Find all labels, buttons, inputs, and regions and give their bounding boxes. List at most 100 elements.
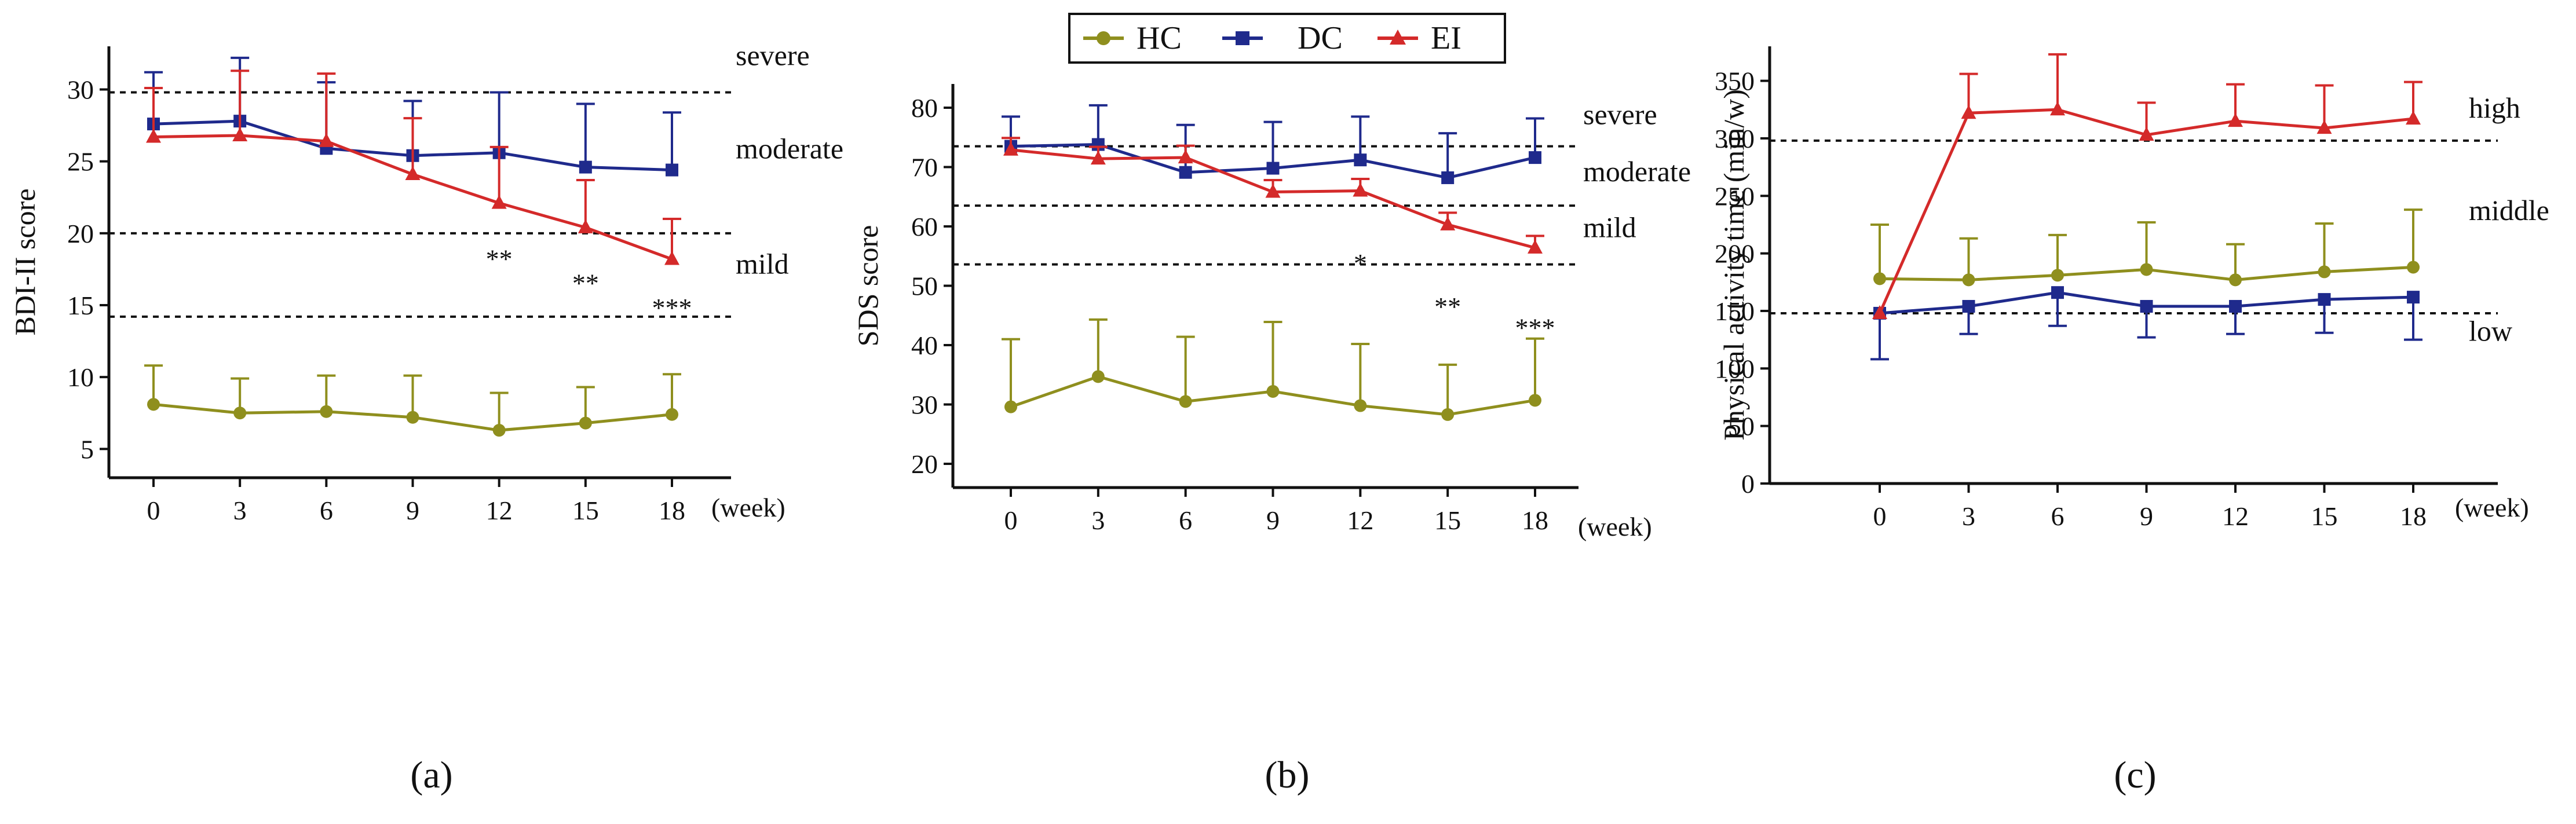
ei-data-point [1872, 305, 1887, 319]
hc-data-point [2051, 269, 2064, 282]
ei-data-point [1353, 182, 1368, 197]
y-tick-label: 15 [67, 291, 94, 320]
y-axis-label: SDS score [852, 225, 884, 347]
hc-data-point [406, 411, 419, 424]
panel-c: 0 50 100 150 200 250 300 350 0 3 6 9 12 15 18 (week) Phy… [1715, 46, 2549, 796]
ei-data-point [1090, 151, 1106, 165]
dc-data-point [579, 160, 592, 174]
x-tick-label: 12 [486, 496, 513, 525]
y-tick-label: 10 [67, 362, 94, 392]
x-tick-label: 9 [1266, 506, 1280, 535]
ei-data-point [1961, 105, 1976, 119]
dc-data-point [2051, 286, 2064, 299]
panel-b: 20 30 40 50 60 70 80 0 3 6 9 12 15 18 (week) SDS score s… [852, 84, 1691, 796]
x-tick-label: 6 [2051, 501, 2065, 531]
x-tick-label: 6 [1179, 506, 1192, 535]
zone-label-mild: mild [1583, 211, 1636, 243]
ei-data-point [664, 251, 679, 265]
y-tick-label: 50 [911, 272, 938, 301]
hc-data-point [1004, 400, 1017, 413]
y-tick-label: 250 [1715, 181, 1755, 211]
hc-data-point [579, 416, 592, 430]
significance-marker: ** [1434, 292, 1461, 321]
significance-marker: * [1354, 248, 1367, 278]
x-axis-unit-label: (week) [1578, 512, 1652, 541]
y-tick-label: 5 [81, 434, 94, 464]
ei-data-point [1265, 184, 1281, 198]
x-tick-label: 0 [1004, 506, 1018, 535]
ei-data-point [2406, 111, 2421, 125]
panel-label: (b) [1265, 754, 1310, 796]
x-tick-label: 0 [1873, 501, 1887, 531]
ei-data-point [146, 129, 161, 143]
ei-data-point [2228, 113, 2243, 127]
y-tick-label: 200 [1715, 239, 1755, 269]
significance-marker: *** [1515, 313, 1555, 343]
ei-data-point [578, 219, 593, 233]
y-tick-label: 25 [67, 147, 94, 177]
x-tick-label: 18 [1522, 506, 1548, 535]
dc-data-point [1179, 166, 1192, 179]
hc-data-point [233, 406, 247, 420]
legend-ei-marker [1390, 30, 1406, 45]
y-tick-label: 40 [911, 331, 938, 360]
y-tick-label: 60 [911, 212, 938, 241]
legend-dc-marker [1236, 31, 1249, 45]
y-tick-label: 70 [911, 153, 938, 182]
significance-marker: *** [652, 293, 692, 323]
y-tick-label: 20 [67, 219, 94, 248]
ei-data-point [319, 133, 334, 147]
x-tick-label: 3 [1962, 501, 1975, 531]
hc-data-point [1441, 408, 1455, 421]
zone-label-high: high [2469, 91, 2520, 124]
y-tick-label: 30 [67, 75, 94, 105]
y-tick-label: 100 [1715, 354, 1755, 383]
x-tick-label: 15 [1434, 506, 1461, 535]
x-tick-label: 3 [1091, 506, 1105, 535]
panel-a: 5 10 15 20 25 30 0 3 6 9 12 15 18 (week) BDI-II score s… [9, 39, 843, 796]
zone-label-severe: severe [1583, 98, 1657, 131]
hc-data-point [1962, 273, 1975, 287]
dc-data-point [2229, 300, 2242, 313]
y-tick-label: 20 [911, 449, 938, 479]
hc-data-point [1529, 394, 1541, 407]
hc-data-point [147, 398, 160, 411]
ei-data-point [1003, 141, 1018, 156]
y-tick-label: 350 [1715, 67, 1755, 96]
hc-data-point [492, 424, 506, 437]
x-tick-label: 15 [572, 496, 599, 525]
y-tick-label: 150 [1715, 296, 1755, 326]
dc-data-point [2407, 291, 2420, 304]
x-tick-label: 12 [1347, 506, 1373, 535]
x-tick-label: 9 [406, 496, 419, 525]
hc-data-point [1873, 272, 1886, 285]
x-tick-label: 9 [2140, 501, 2153, 531]
ei-data-point [1178, 149, 1193, 164]
dc-data-point [666, 163, 678, 177]
dc-data-point [1354, 153, 1367, 167]
hc-data-point [666, 408, 678, 421]
hc-data-point [2318, 265, 2331, 279]
hc-data-point [1091, 370, 1105, 383]
significance-marker: ** [572, 269, 599, 298]
legend-ei-label: EI [1431, 20, 1461, 56]
legend-hc-marker [1097, 31, 1110, 45]
zone-label-mild: mild [736, 247, 789, 280]
legend-item-dc: DC [1222, 20, 1343, 56]
y-tick-label: 0 [1741, 469, 1755, 499]
ei-data-point [2050, 101, 2065, 116]
hc-data-point [320, 405, 333, 418]
hc-data-point [1354, 399, 1367, 412]
zone-label-low: low [2469, 315, 2512, 347]
legend-hc-label: HC [1137, 20, 1182, 56]
hc-data-point [1266, 384, 1280, 398]
legend-dc-label: DC [1298, 20, 1343, 56]
significance-marker: ** [486, 244, 513, 273]
legend-item-hc: HC [1083, 20, 1182, 56]
ei-data-point [1528, 239, 1543, 254]
panel-label: (c) [2114, 754, 2156, 796]
y-tick-label: 80 [911, 93, 938, 123]
x-tick-label: 15 [2311, 501, 2338, 531]
hc-data-point [1179, 395, 1192, 408]
y-tick-label: 300 [1715, 124, 1755, 153]
